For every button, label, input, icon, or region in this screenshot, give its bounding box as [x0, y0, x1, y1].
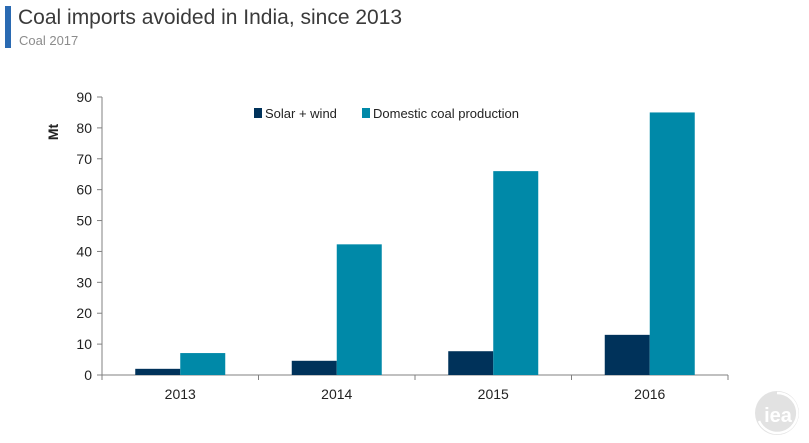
x-axis: 2013 2014 2015 2016	[101, 374, 729, 402]
bar-solar-wind-2013	[135, 368, 181, 375]
x-tick-label: 2014	[321, 386, 352, 402]
bar-solar-wind-2016	[604, 334, 650, 375]
bar-domestic-coal-2013	[180, 353, 226, 375]
y-tick-label: 60	[76, 182, 92, 198]
x-tick-label: 2013	[165, 386, 196, 402]
bar-solar-wind-2014	[291, 360, 337, 375]
y-tick-label: 10	[76, 336, 92, 352]
bar-domestic-coal-2014	[336, 244, 382, 375]
chart-title: Coal imports avoided in India, since 201…	[18, 6, 403, 29]
legend-swatch	[254, 108, 262, 118]
bar-domestic-coal-2015	[493, 171, 539, 375]
legend: Solar + wind Domestic coal production	[254, 106, 519, 121]
legend-swatch	[362, 108, 370, 118]
iea-logo: iea	[755, 391, 799, 435]
y-tick-label: 50	[76, 213, 92, 229]
logo-text: iea	[764, 405, 793, 427]
bar-domestic-coal-2016	[649, 112, 695, 375]
y-tick-label: 70	[76, 151, 92, 167]
y-tick-label: 80	[76, 120, 92, 136]
legend-label: Domestic coal production	[373, 106, 519, 121]
y-tick-label: 90	[76, 89, 92, 105]
y-tick-label: 20	[76, 305, 92, 321]
x-tick-label: 2015	[478, 386, 509, 402]
y-tick-label: 0	[84, 367, 92, 383]
bars	[135, 112, 695, 375]
y-tick-label: 30	[76, 274, 92, 290]
y-axis-label: Mt	[45, 124, 61, 141]
y-axis: 0 10 20 30 40 50 60 70 80 90 Mt	[45, 89, 103, 383]
title-accent-bar	[5, 6, 11, 48]
legend-label: Solar + wind	[265, 106, 337, 121]
bar-solar-wind-2015	[448, 351, 494, 375]
y-tick-label: 40	[76, 243, 92, 259]
x-tick-label: 2016	[634, 386, 665, 402]
chart-subtitle: Coal 2017	[19, 33, 79, 48]
